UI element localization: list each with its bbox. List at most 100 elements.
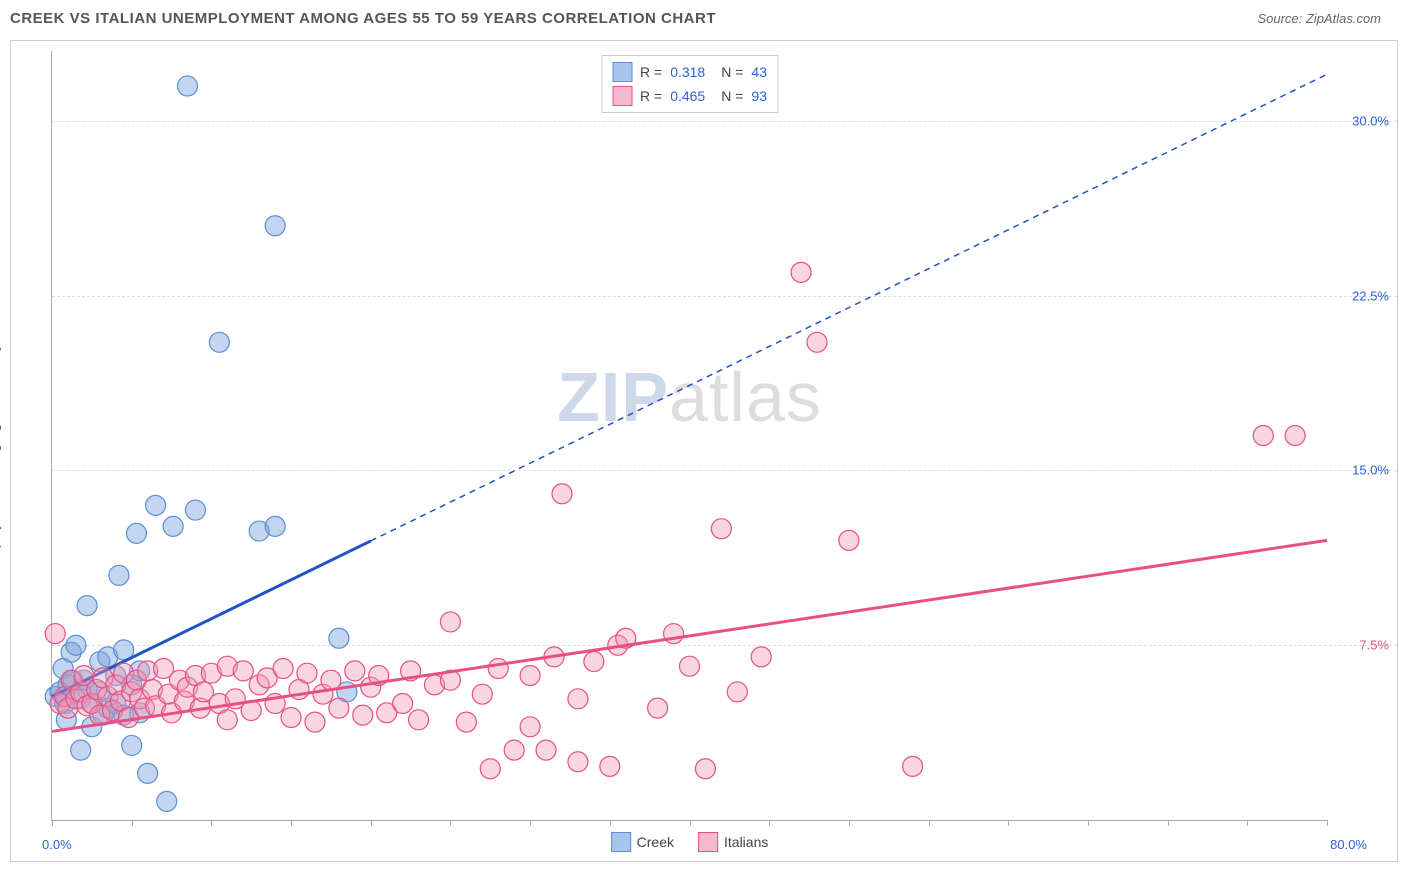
x-tick: [1168, 820, 1169, 826]
source-attribution: Source: ZipAtlas.com: [1257, 11, 1381, 26]
data-point-italians: [903, 756, 923, 776]
data-point-italians: [488, 659, 508, 679]
data-point-italians: [520, 717, 540, 737]
legend-series: Creek Italians: [611, 832, 769, 852]
legend-swatch: [612, 86, 632, 106]
x-tick: [929, 820, 930, 826]
data-point-italians: [480, 759, 500, 779]
data-point-italians: [1285, 426, 1305, 446]
legend-n-value: 43: [751, 64, 767, 80]
data-point-creek: [66, 635, 86, 655]
data-point-italians: [552, 484, 572, 504]
data-point-creek: [265, 516, 285, 536]
data-point-creek: [126, 523, 146, 543]
chart-frame: Unemployment Among Ages 55 to 59 years R…: [10, 40, 1398, 862]
x-axis-start-label: 0.0%: [42, 837, 72, 852]
plot-area: R =0.318N =43R =0.465N =93 ZIPatlas 0.0%…: [51, 51, 1327, 821]
data-point-italians: [751, 647, 771, 667]
data-point-italians: [520, 666, 540, 686]
data-point-creek: [77, 596, 97, 616]
data-point-italians: [45, 624, 65, 644]
data-point-italians: [504, 740, 524, 760]
scatter-svg: [52, 51, 1327, 820]
data-point-creek: [265, 216, 285, 236]
data-point-creek: [122, 735, 142, 755]
y-tick-label: 15.0%: [1352, 463, 1389, 478]
data-point-italians: [353, 705, 373, 725]
data-point-italians: [233, 661, 253, 681]
data-point-italians: [456, 712, 476, 732]
data-point-creek: [329, 628, 349, 648]
data-point-italians: [329, 698, 349, 718]
data-point-italians: [536, 740, 556, 760]
x-tick: [450, 820, 451, 826]
x-tick: [371, 820, 372, 826]
data-point-italians: [345, 661, 365, 681]
legend-r-value: 0.465: [670, 88, 705, 104]
y-tick-label: 7.5%: [1359, 638, 1389, 653]
legend-item: Italians: [698, 832, 768, 852]
x-tick: [769, 820, 770, 826]
data-point-italians: [440, 612, 460, 632]
legend-correlation: R = 0.318 N = 43 R = 0.465 N = 93: [601, 55, 778, 113]
data-point-italians: [393, 693, 413, 713]
data-point-italians: [727, 682, 747, 702]
legend-n-label: N =: [721, 88, 743, 104]
data-point-italians: [305, 712, 325, 732]
x-tick: [291, 820, 292, 826]
legend-item: Creek: [611, 832, 674, 852]
data-point-creek: [185, 500, 205, 520]
y-tick-label: 22.5%: [1352, 288, 1389, 303]
x-tick: [610, 820, 611, 826]
data-point-italians: [807, 332, 827, 352]
legend-n-value: 93: [751, 88, 767, 104]
y-axis-label: Unemployment Among Ages 55 to 59 years: [0, 316, 1, 585]
x-tick: [1247, 820, 1248, 826]
data-point-italians: [217, 710, 237, 730]
legend-n-label: N =: [721, 64, 743, 80]
x-tick: [1088, 820, 1089, 826]
data-point-italians: [1253, 426, 1273, 446]
legend-r-label: R =: [640, 88, 662, 104]
data-point-italians: [568, 752, 588, 772]
data-point-creek: [109, 565, 129, 585]
data-point-creek: [138, 763, 158, 783]
data-point-italians: [680, 656, 700, 676]
legend-swatch: [611, 832, 631, 852]
data-point-italians: [600, 756, 620, 776]
x-tick: [690, 820, 691, 826]
data-point-creek: [177, 76, 197, 96]
legend-label: Creek: [637, 834, 674, 850]
legend-r-label: R =: [640, 64, 662, 80]
legend-label: Italians: [724, 834, 768, 850]
data-point-italians: [584, 652, 604, 672]
regression-line-italians: [52, 540, 1327, 731]
x-tick: [132, 820, 133, 826]
legend-swatch: [612, 62, 632, 82]
data-point-italians: [297, 663, 317, 683]
data-point-creek: [209, 332, 229, 352]
legend-r-value: 0.318: [670, 64, 705, 80]
data-point-italians: [648, 698, 668, 718]
x-tick: [1008, 820, 1009, 826]
data-point-italians: [711, 519, 731, 539]
x-axis-end-label: 80.0%: [1330, 837, 1367, 852]
data-point-italians: [791, 262, 811, 282]
data-point-italians: [409, 710, 429, 730]
x-tick: [52, 820, 53, 826]
x-tick: [530, 820, 531, 826]
legend-swatch: [698, 832, 718, 852]
data-point-italians: [695, 759, 715, 779]
data-point-italians: [273, 659, 293, 679]
x-tick: [1327, 820, 1328, 826]
x-tick: [211, 820, 212, 826]
regression-line-creek-extrapolated: [371, 74, 1327, 541]
data-point-italians: [472, 684, 492, 704]
y-tick-label: 30.0%: [1352, 113, 1389, 128]
x-tick: [849, 820, 850, 826]
data-point-italians: [281, 707, 301, 727]
data-point-creek: [157, 791, 177, 811]
data-point-creek: [71, 740, 91, 760]
data-point-italians: [839, 530, 859, 550]
legend-row: R = 0.318 N = 43: [612, 60, 767, 84]
